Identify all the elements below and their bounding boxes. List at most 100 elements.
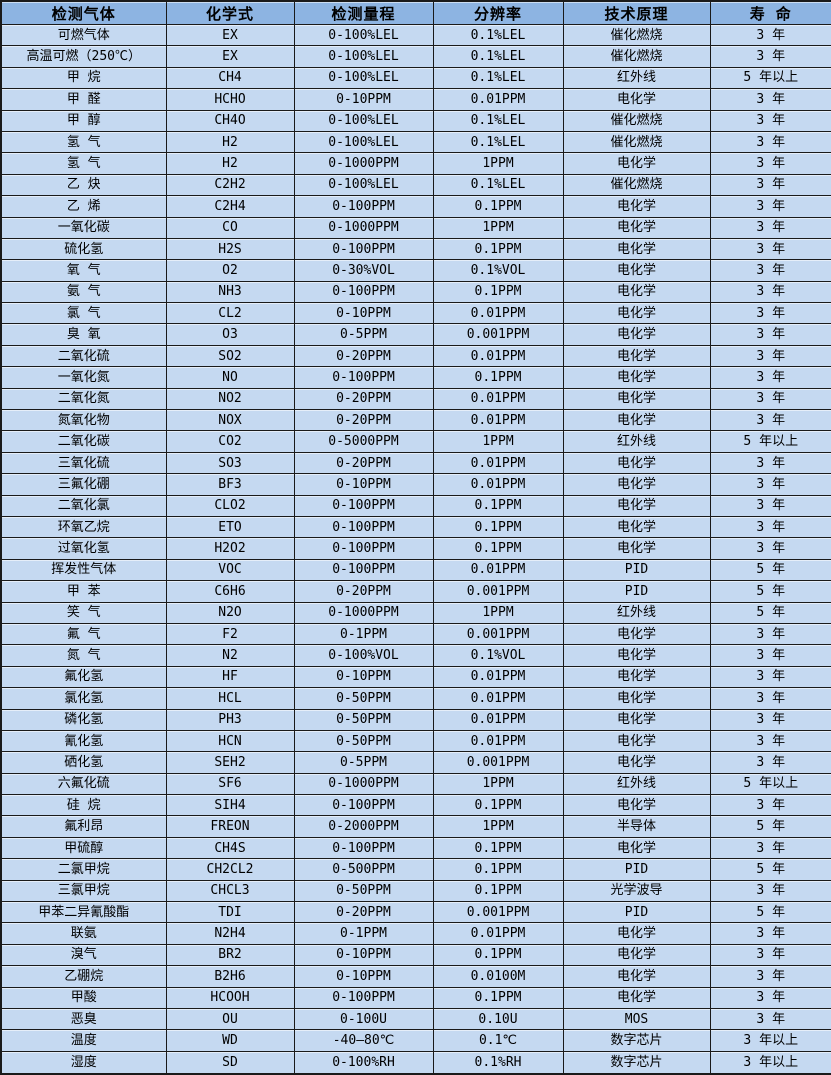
cell-principle: 催化燃烧 (562, 109, 711, 132)
cell-range: 0-100%LEL (293, 23, 434, 47)
cell-gas: 氮 气 (0, 644, 167, 667)
cell-life: 3 年 (709, 23, 831, 47)
cell-formula: CO (165, 216, 295, 239)
cell-principle: 电化学 (562, 751, 711, 774)
cell-gas: 氯化氢 (0, 687, 167, 710)
cell-life: 3 年 (709, 836, 831, 860)
header-row: 检测气体 化学式 检测量程 分辨率 技术原理 寿 命 (0, 0, 831, 25)
table-row: 氢 气 H2 0-100%LEL 0.1%LEL 催化燃烧 3 年 (0, 130, 831, 154)
cell-resolution: 0.10U (432, 1007, 564, 1031)
table-row: 二氧化氮 NO2 0-20PPM 0.01PPM 电化学 3 年 (0, 387, 831, 411)
cell-resolution: 0.01PPM (432, 409, 564, 432)
cell-gas: 联氨 (0, 922, 167, 945)
cell-range: 0-100PPM (293, 515, 434, 539)
cell-range: 0-1000PPM (293, 216, 434, 239)
table-row: 三氟化硼 BF3 0-10PPM 0.01PPM 电化学 3 年 (0, 473, 831, 496)
cell-formula: CH4O (165, 109, 295, 132)
cell-gas: 笑 气 (0, 601, 167, 624)
cell-principle: 电化学 (562, 88, 711, 111)
cell-gas: 一氧化碳 (0, 216, 167, 239)
cell-resolution: 1PPM (432, 815, 564, 838)
cell-resolution: 0.1%LEL (432, 130, 564, 154)
cell-range: 0-100%LEL (293, 66, 434, 90)
table-row: 乙硼烷 B2H6 0-10PPM 0.0100M 电化学 3 年 (0, 965, 831, 988)
cell-range: 0-50PPM (293, 708, 434, 731)
cell-range: 0-100PPM (293, 494, 434, 517)
cell-resolution: 0.001PPM (432, 751, 564, 774)
table-row: 温度 WD -40—80℃ 0.1℃ 数字芯片 3 年以上 (0, 1029, 831, 1052)
cell-principle: 电化学 (562, 644, 711, 667)
cell-gas: 甲 苯 (0, 580, 167, 603)
cell-formula: CH4 (165, 66, 295, 90)
table-row: 联氨 N2H4 0-1PPM 0.01PPM 电化学 3 年 (0, 922, 831, 945)
table-row: 氢 气 H2 0-1000PPM 1PPM 电化学 3 年 (0, 152, 831, 175)
table-row: 溴气 BR2 0-10PPM 0.1PPM 电化学 3 年 (0, 943, 831, 967)
cell-resolution: 0.1PPM (432, 515, 564, 539)
cell-formula: N2H4 (165, 922, 295, 945)
cell-formula: SO2 (165, 344, 295, 368)
cell-formula: SEH2 (165, 751, 295, 774)
table-row: 甲酸 HCOOH 0-100PPM 0.1PPM 电化学 3 年 (0, 986, 831, 1009)
table-row: 硒化氢 SEH2 0-5PPM 0.001PPM 电化学 3 年 (0, 751, 831, 774)
cell-principle: 电化学 (562, 665, 711, 689)
cell-resolution: 0.1PPM (432, 986, 564, 1009)
cell-range: 0-100PPM (293, 195, 434, 218)
cell-range: 0-10PPM (293, 88, 434, 111)
cell-principle: 电化学 (562, 259, 711, 282)
table-row: 二氧化氯 CLO2 0-100PPM 0.1PPM 电化学 3 年 (0, 494, 831, 517)
table-row: 三氯甲烷 CHCL3 0-50PPM 0.1PPM 光学波导 3 年 (0, 879, 831, 903)
cell-resolution: 0.001PPM (432, 580, 564, 603)
cell-formula: NO (165, 366, 295, 389)
cell-range: 0-100%LEL (293, 109, 434, 132)
cell-life: 3 年 (709, 173, 831, 197)
cell-life: 3 年 (709, 965, 831, 988)
cell-principle: PID (562, 580, 711, 603)
cell-resolution: 0.001PPM (432, 323, 564, 346)
table-row: 甲 苯 C6H6 0-20PPM 0.001PPM PID 5 年 (0, 580, 831, 603)
cell-formula: PH3 (165, 708, 295, 731)
cell-gas: 硅 烷 (0, 794, 167, 817)
cell-formula: BF3 (165, 473, 295, 496)
table-row: 氮氧化物 NOX 0-20PPM 0.01PPM 电化学 3 年 (0, 409, 831, 432)
cell-principle: 电化学 (562, 729, 711, 753)
table-row: 恶臭 OU 0-100U 0.10U MOS 3 年 (0, 1007, 831, 1031)
cell-range: -40—80℃ (293, 1029, 434, 1052)
cell-formula: C6H6 (165, 580, 295, 603)
cell-formula: CH4S (165, 836, 295, 860)
cell-gas: 臭 氧 (0, 323, 167, 346)
cell-resolution: 0.1PPM (432, 280, 564, 304)
cell-resolution: 0.1℃ (432, 1029, 564, 1052)
cell-resolution: 0.1PPM (432, 494, 564, 517)
cell-resolution: 0.01PPM (432, 473, 564, 496)
cell-gas: 恶臭 (0, 1007, 167, 1031)
column-header-resolution: 分辨率 (432, 0, 564, 25)
cell-life: 5 年 (709, 815, 831, 838)
cell-range: 0-10PPM (293, 302, 434, 325)
cell-resolution: 1PPM (432, 601, 564, 624)
table-row: 甲 醛 HCHO 0-10PPM 0.01PPM 电化学 3 年 (0, 88, 831, 111)
cell-range: 0-100%RH (293, 1050, 434, 1075)
cell-formula: OU (165, 1007, 295, 1031)
cell-formula: SIH4 (165, 794, 295, 817)
cell-gas: 一氧化氮 (0, 366, 167, 389)
cell-principle: 电化学 (562, 323, 711, 346)
cell-gas: 乙 炔 (0, 173, 167, 197)
cell-principle: 红外线 (562, 66, 711, 90)
cell-range: 0-10PPM (293, 943, 434, 967)
cell-range: 0-1000PPM (293, 601, 434, 624)
cell-formula: B2H6 (165, 965, 295, 988)
cell-principle: 红外线 (562, 430, 711, 453)
cell-life: 3 年 (709, 1007, 831, 1031)
cell-range: 0-1PPM (293, 622, 434, 646)
cell-formula: ETO (165, 515, 295, 539)
cell-range: 0-20PPM (293, 409, 434, 432)
cell-formula: TDI (165, 901, 295, 924)
cell-formula: C2H4 (165, 195, 295, 218)
cell-life: 3 年 (709, 387, 831, 411)
cell-gas: 甲 烷 (0, 66, 167, 90)
cell-life: 5 年 (709, 858, 831, 881)
cell-resolution: 0.1%LEL (432, 173, 564, 197)
column-header-gas: 检测气体 (0, 0, 167, 25)
cell-range: 0-100PPM (293, 366, 434, 389)
cell-gas: 甲 醇 (0, 109, 167, 132)
